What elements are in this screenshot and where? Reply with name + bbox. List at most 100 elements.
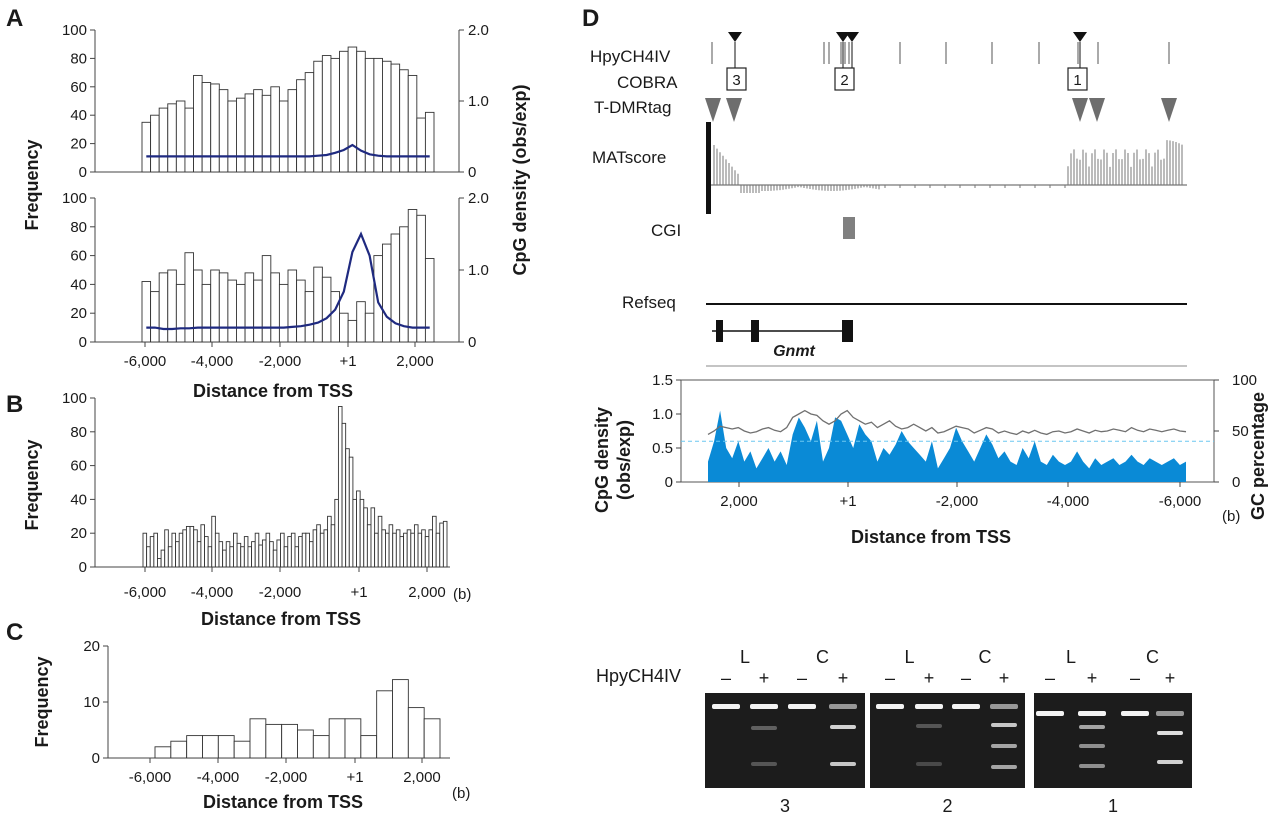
track-label-matscore: MATscore (592, 148, 666, 167)
histogram-bar (207, 546, 213, 568)
histogram-bar (142, 532, 148, 568)
gel-lane-number: 1 (1108, 796, 1118, 815)
histogram-bar (253, 89, 263, 173)
histogram-bar (416, 214, 426, 343)
track-label-hpych4iv: HpyCH4IV (590, 47, 671, 66)
gel-lane-number: 2 (942, 796, 952, 815)
x-tick-label: 2,000 (403, 769, 441, 786)
gel-band-top (712, 704, 740, 709)
histogram-bar (196, 541, 202, 568)
b-frequency-label: Frequency (22, 439, 42, 530)
histogram-bar (341, 422, 347, 568)
cpg-density-line (146, 231, 430, 331)
histogram-bar (164, 529, 169, 568)
gel-header: HpyCH4IV L C– + – +L C– + – +L C– + – + (596, 647, 1175, 688)
histogram-bar (370, 507, 376, 568)
histogram-bar (428, 529, 433, 568)
histogram-bar (247, 546, 253, 568)
d-cpg-chart: 1.5 1.0 0.5 0 100 50 0 2,000 +1 -2,000 -4,000 -6,00… (652, 372, 1257, 510)
histogram-bar (305, 532, 310, 568)
refseq-track: Gnmt (706, 303, 1187, 367)
histogram-bar (424, 536, 430, 568)
gel-band-top (1036, 711, 1064, 716)
x-tick-label: -4,000 (191, 584, 234, 601)
d-cpg-label-line1: CpG density (592, 407, 612, 513)
y2-tick-label: 2.0 (468, 190, 489, 207)
d-y-tick-label: 1.0 (652, 406, 673, 423)
histogram-bar (424, 258, 435, 343)
gel-band-top (1078, 711, 1106, 716)
y2-tick-label: 1.0 (468, 262, 489, 279)
histogram-bar (360, 735, 378, 759)
histogram-bar (347, 46, 358, 173)
histogram-bar (141, 121, 152, 173)
histogram-bar (261, 539, 267, 568)
histogram-bar (413, 524, 419, 568)
histogram-bar (348, 456, 354, 568)
gel-enzyme-label: HpyCH4IV (596, 666, 681, 686)
x-tick-label: -6,000 (129, 769, 172, 786)
histogram-bar (392, 532, 397, 568)
histogram-bar (316, 524, 321, 568)
histogram-bar (323, 529, 329, 568)
x-tick-label: -2,000 (259, 584, 302, 601)
d-y-tick-label: 0.5 (652, 440, 673, 457)
histogram-bar (202, 735, 219, 759)
gel-band-digested (916, 762, 942, 766)
histogram-bar (204, 536, 209, 568)
histogram-bar (381, 529, 386, 568)
histogram-bar (157, 558, 162, 568)
histogram-bar (251, 541, 256, 568)
gel-band-digested (991, 765, 1017, 769)
histogram-bar (249, 718, 267, 759)
gel-minus-label: – (721, 668, 731, 688)
hpych4iv-cut-marker (1073, 32, 1087, 42)
histogram-bar (363, 507, 368, 568)
histogram-bar (442, 520, 448, 568)
d-x-tick-label: -4,000 (1047, 493, 1090, 510)
histogram-bar (265, 723, 283, 759)
panel-c: Frequency Distance from TSS (b) 0 10 20 -6,… (32, 638, 470, 812)
x-tick-label: -4,000 (197, 769, 240, 786)
track-label-cobra: COBRA (617, 73, 678, 92)
histogram-bar (290, 532, 296, 568)
histogram-bar (356, 490, 361, 568)
x-tick-label: 2,000 (408, 584, 446, 601)
histogram-bar (359, 498, 365, 568)
histogram-bar (294, 546, 300, 568)
histogram-bar (150, 114, 160, 173)
histogram-bar (407, 707, 425, 759)
histogram-bar (417, 532, 423, 568)
gene-name-gnmt: Gnmt (773, 343, 815, 360)
tdmrtag-marker (1161, 98, 1177, 122)
d-gc-percentage-label: GC percentage (1248, 392, 1268, 520)
d-x-tick-label: -2,000 (936, 493, 979, 510)
histogram-bar (439, 522, 444, 568)
a-top-chart: 0 20 40 60 80 100 0 1.0 2.0 (62, 22, 489, 181)
gel-sample-l: L (904, 647, 914, 667)
gel-band-top (876, 704, 904, 709)
gel-sample-c: C (816, 647, 829, 667)
y-tick-label: 10 (83, 694, 100, 711)
histogram-bar (390, 233, 401, 343)
d-y-tick-label: 1.5 (652, 372, 673, 389)
d-x-tick-label: +1 (839, 493, 856, 510)
matscore-track (706, 122, 1187, 214)
y2-tick-label: 0 (468, 164, 476, 181)
c-distance-label: Distance from TSS (203, 792, 363, 812)
histogram-bar (298, 536, 303, 568)
gel-band-digested (830, 762, 856, 766)
c-frequency-label: Frequency (32, 656, 52, 747)
histogram-bar (154, 746, 172, 759)
y-tick-label: 100 (62, 190, 87, 207)
y-tick-label: 20 (70, 525, 87, 542)
gel-band-digested (751, 726, 777, 730)
histogram-bar (167, 546, 173, 568)
histogram-bar (178, 532, 184, 568)
cobra-box-2 (834, 67, 855, 91)
histogram-bar (385, 532, 390, 568)
histogram-bar (432, 515, 437, 568)
histogram-bar (364, 312, 375, 343)
track-label-cgi: CGI (651, 221, 681, 240)
c-unit-label: (b) (452, 785, 470, 802)
